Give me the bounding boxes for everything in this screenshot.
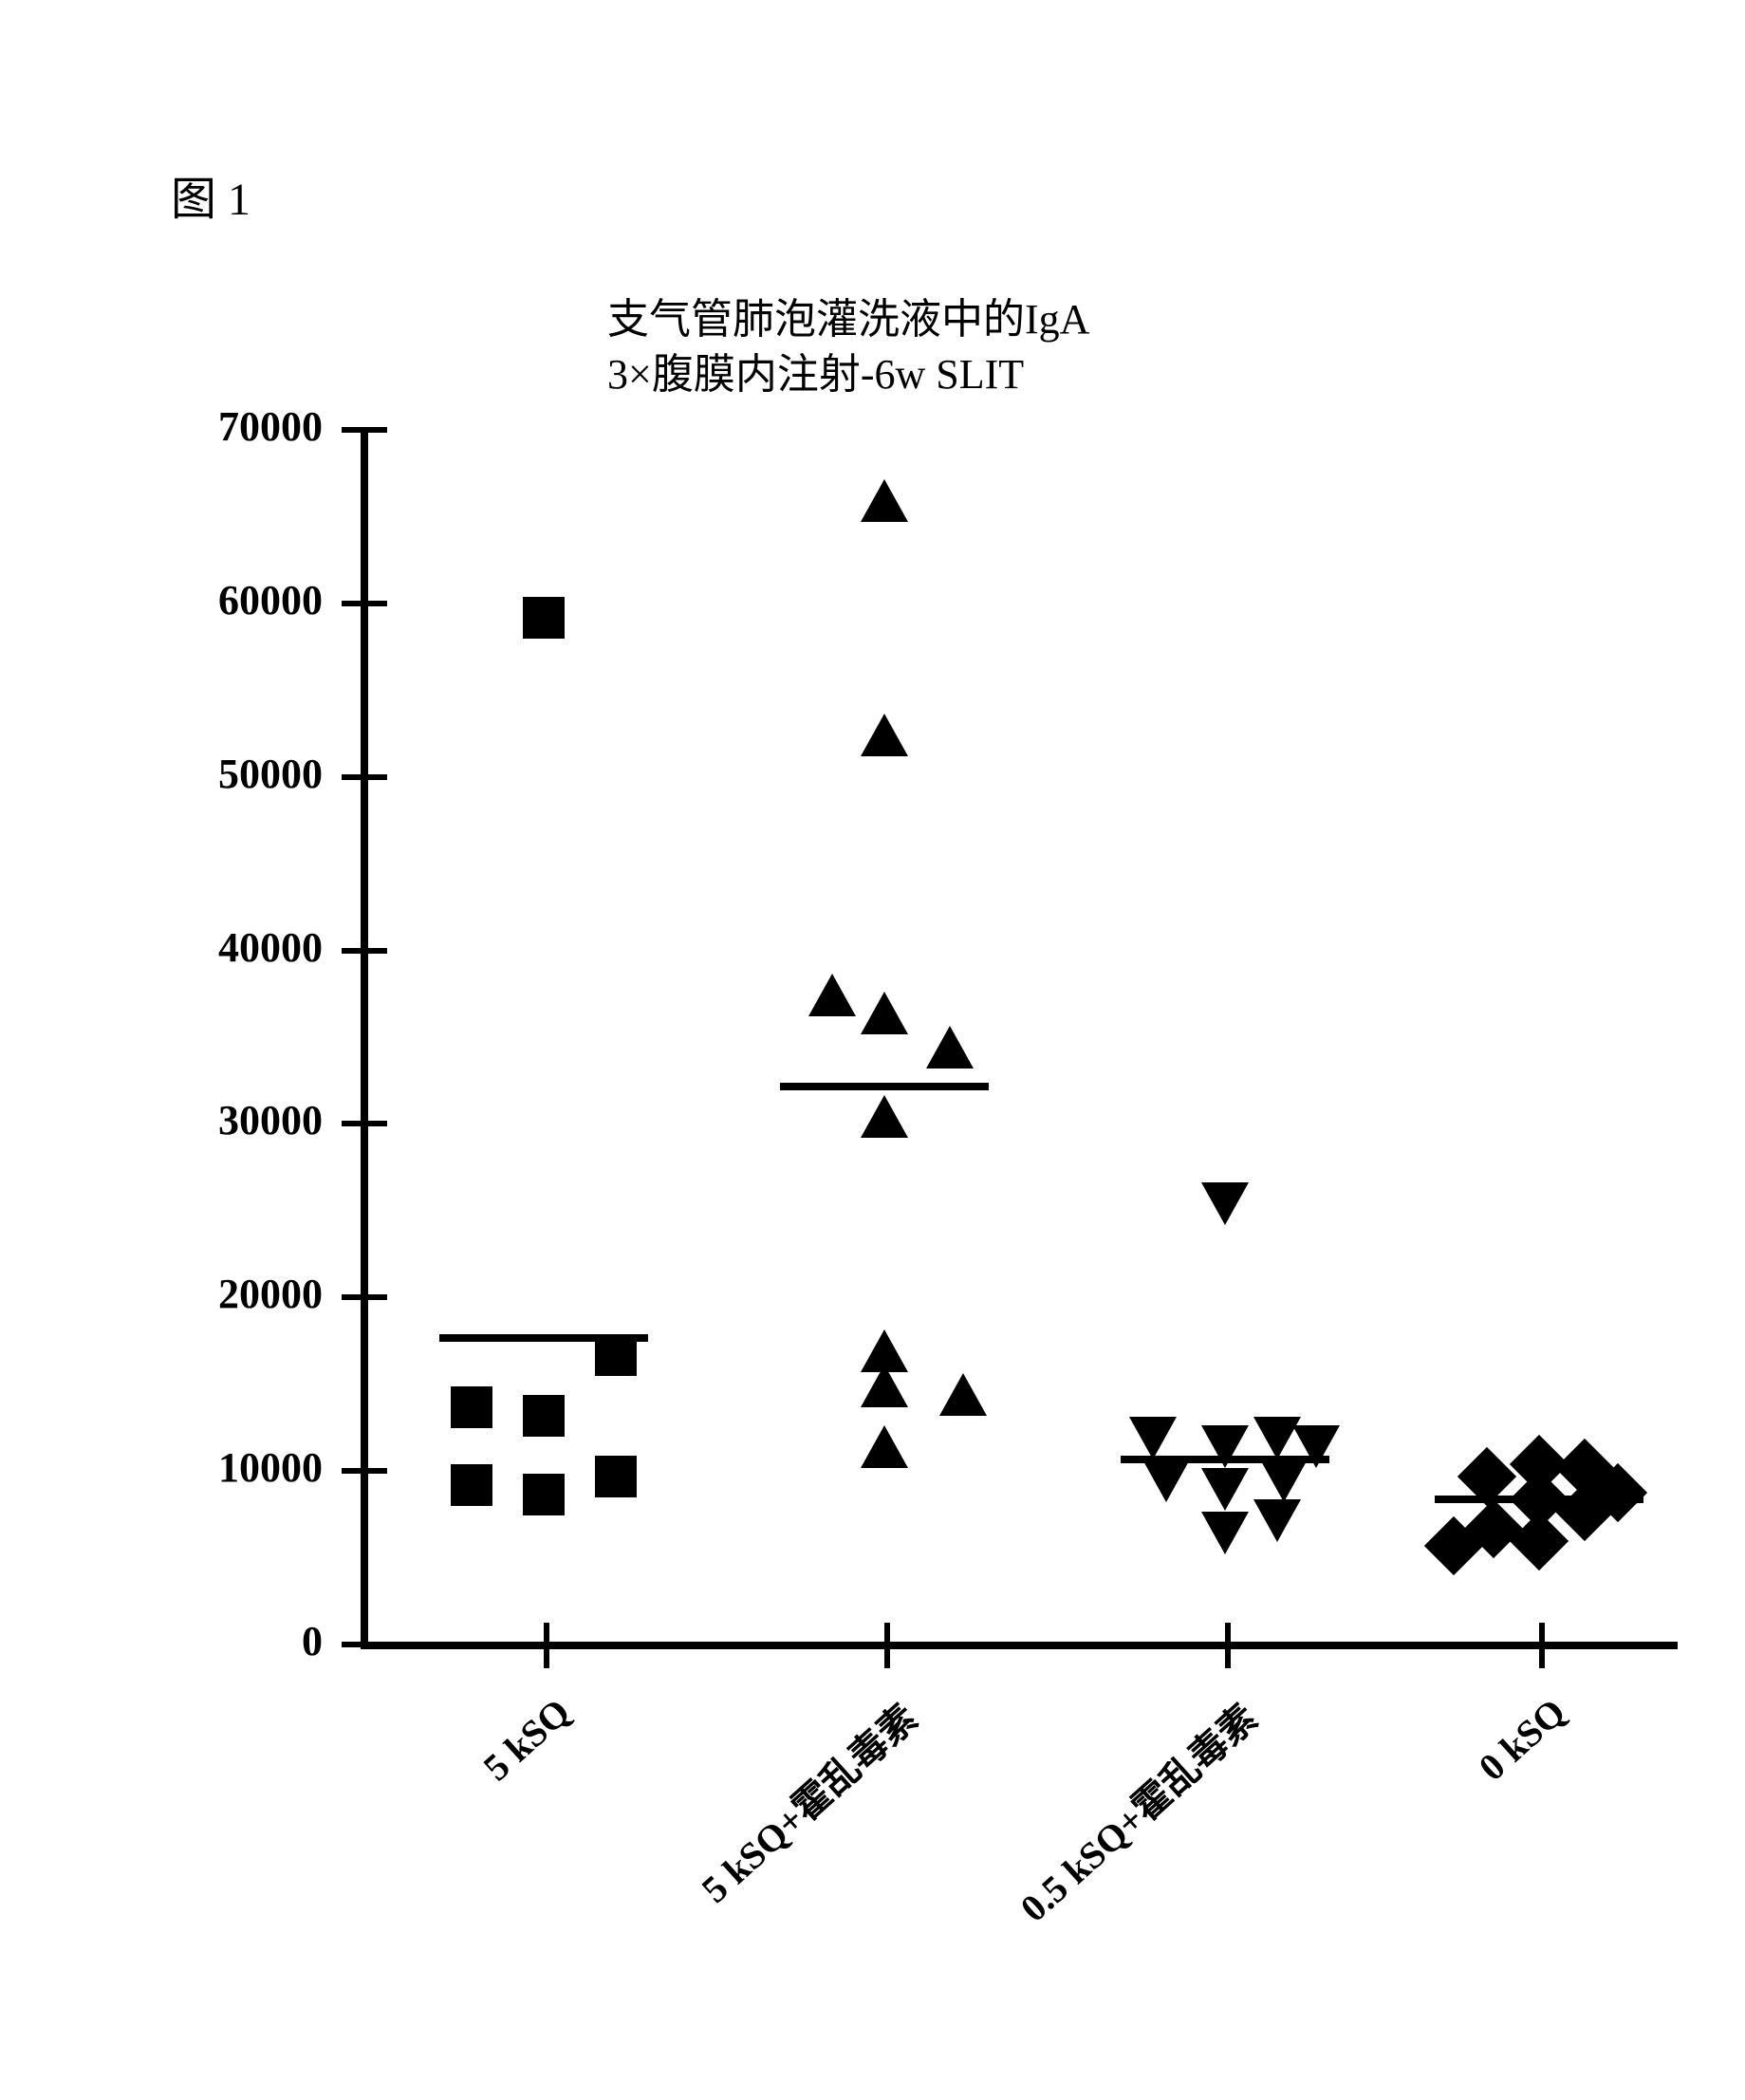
triangle-down-marker xyxy=(1253,1499,1301,1542)
median-bar xyxy=(780,1083,989,1090)
figure-container: 图 1 支气管肺泡灌洗液中的IgA 3×腹膜内注射-6w SLIT 010000… xyxy=(38,38,1707,2062)
triangle-down-marker xyxy=(1201,1468,1249,1511)
x-tick xyxy=(1225,1623,1231,1668)
triangle-down-marker xyxy=(1292,1425,1340,1468)
y-tick xyxy=(342,1121,387,1126)
y-axis xyxy=(361,427,368,1649)
x-tick xyxy=(884,1623,890,1668)
square-marker xyxy=(451,1386,492,1428)
y-tick xyxy=(342,774,387,780)
y-tick xyxy=(342,427,387,433)
y-tick-label: 70000 xyxy=(123,402,323,451)
triangle-down-marker xyxy=(1201,1425,1249,1468)
triangle-up-marker xyxy=(939,1373,987,1416)
square-marker xyxy=(451,1464,492,1506)
y-tick-label: 30000 xyxy=(123,1096,323,1144)
y-tick xyxy=(342,1468,387,1474)
triangle-down-marker xyxy=(1201,1512,1249,1554)
triangle-up-marker xyxy=(861,479,908,522)
x-tick xyxy=(544,1623,549,1668)
x-tick-label: 5 kSQ xyxy=(474,1689,579,1790)
x-tick-label: 0 kSQ xyxy=(1470,1689,1574,1790)
square-marker xyxy=(523,1474,565,1515)
y-tick xyxy=(342,1642,387,1647)
diamond-marker xyxy=(1510,1512,1569,1570)
square-marker xyxy=(595,1456,637,1497)
triangle-down-marker xyxy=(1129,1417,1177,1459)
triangle-up-marker xyxy=(861,992,908,1034)
y-tick-label: 0 xyxy=(123,1617,323,1665)
x-axis xyxy=(361,1642,1678,1649)
y-tick xyxy=(342,1294,387,1300)
y-tick xyxy=(342,948,387,954)
triangle-down-marker xyxy=(1201,1182,1249,1225)
triangle-down-marker xyxy=(1142,1459,1190,1502)
triangle-up-marker xyxy=(861,1095,908,1138)
square-marker xyxy=(523,1395,565,1437)
triangle-up-marker xyxy=(861,1365,908,1407)
square-marker xyxy=(595,1334,637,1376)
triangle-up-marker xyxy=(808,974,856,1016)
y-tick-label: 50000 xyxy=(123,750,323,798)
y-tick-label: 40000 xyxy=(123,923,323,972)
y-tick-label: 10000 xyxy=(123,1443,323,1492)
triangle-up-marker xyxy=(926,1026,974,1069)
x-tick xyxy=(1539,1623,1545,1668)
square-marker xyxy=(523,597,565,639)
triangle-up-marker xyxy=(861,1425,908,1468)
x-tick-label: 0.5 kSQ+霍乱毒素 xyxy=(1006,1689,1267,1932)
triangle-up-marker xyxy=(861,714,908,756)
x-tick-label: 5 kSQ+霍乱毒素 xyxy=(687,1689,927,1913)
scatter-chart: 0 10000 20000 30000 40000 50000 60000 70000 5 kS… xyxy=(38,38,1707,2062)
y-tick-label: 60000 xyxy=(123,576,323,624)
y-tick xyxy=(342,601,387,606)
y-tick-label: 20000 xyxy=(123,1270,323,1318)
